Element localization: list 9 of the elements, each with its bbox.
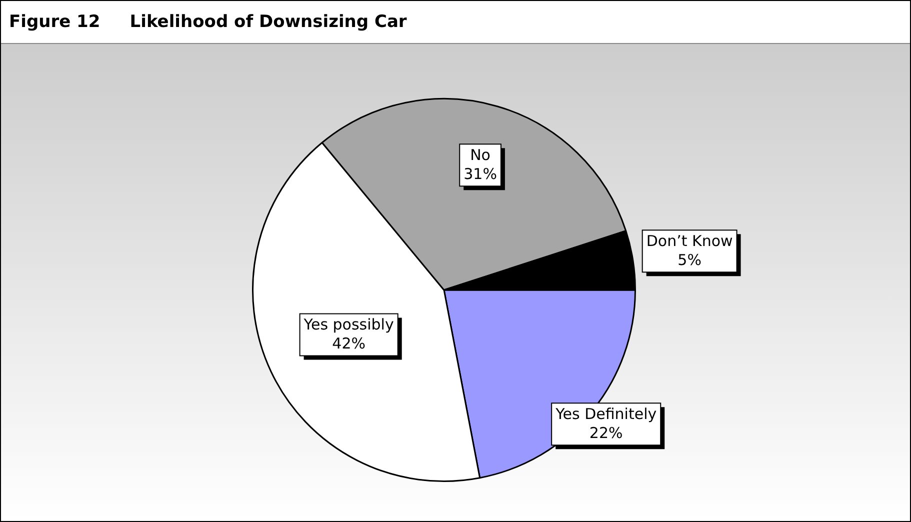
- slice-label: Yes possibly: [302, 316, 394, 334]
- chart-title: Figure 12 Likelihood of Downsizing Car: [1, 1, 910, 44]
- data-label: 42%: [332, 334, 366, 353]
- slice-label: Yes Definitely: [554, 404, 657, 423]
- slice-label: Don’t Know: [646, 232, 733, 250]
- data-label: 5%: [678, 250, 702, 269]
- slice-label: No: [470, 146, 490, 164]
- data-label: 22%: [589, 424, 623, 442]
- data-label: 31%: [464, 165, 497, 184]
